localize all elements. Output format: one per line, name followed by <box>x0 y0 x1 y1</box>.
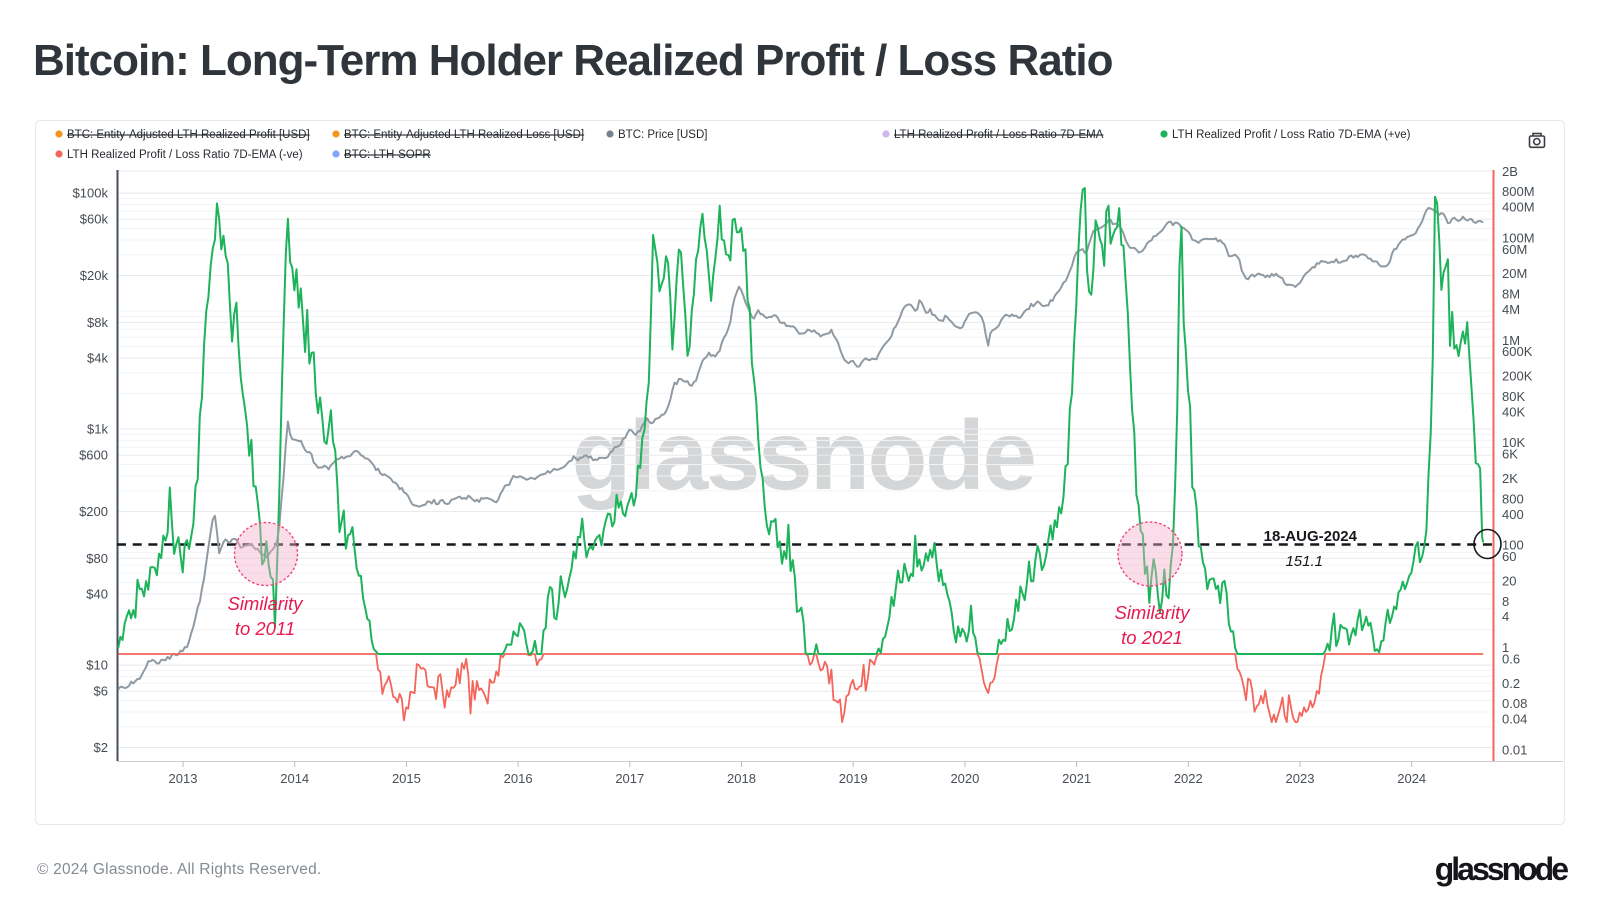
svg-text:$80: $80 <box>86 551 108 566</box>
svg-text:80K: 80K <box>1502 389 1525 404</box>
svg-text:100: 100 <box>1502 538 1524 553</box>
svg-text:2019: 2019 <box>839 771 868 786</box>
svg-text:to 2011: to 2011 <box>235 618 295 639</box>
svg-text:BTC: LTH-SOPR: BTC: LTH-SOPR <box>344 149 431 161</box>
svg-text:2016: 2016 <box>504 771 533 786</box>
svg-text:glassnode: glassnode <box>1435 851 1568 887</box>
svg-text:18-AUG-2024: 18-AUG-2024 <box>1264 528 1358 545</box>
svg-text:LTH Realized Profit / Loss Rat: LTH Realized Profit / Loss Ratio 7D-EMA <box>894 129 1104 141</box>
svg-text:0.2: 0.2 <box>1502 676 1520 691</box>
svg-text:20: 20 <box>1502 573 1516 588</box>
svg-text:2023: 2023 <box>1286 771 1315 786</box>
svg-text:$40: $40 <box>86 587 108 602</box>
svg-text:4: 4 <box>1502 609 1509 624</box>
svg-text:60M: 60M <box>1502 242 1527 257</box>
svg-text:2015: 2015 <box>392 771 421 786</box>
svg-text:151.1: 151.1 <box>1285 553 1323 570</box>
svg-text:1: 1 <box>1502 640 1509 655</box>
svg-text:2K: 2K <box>1502 471 1518 486</box>
svg-text:Bitcoin: Long-Term Holder Real: Bitcoin: Long-Term Holder Realized Profi… <box>33 36 1113 85</box>
svg-text:8: 8 <box>1502 594 1509 609</box>
svg-text:2017: 2017 <box>615 771 644 786</box>
svg-text:400: 400 <box>1502 507 1524 522</box>
svg-text:$60k: $60k <box>80 212 109 227</box>
svg-text:2B: 2B <box>1502 164 1518 179</box>
svg-text:LTH Realized Profit / Loss Rat: LTH Realized Profit / Loss Ratio 7D-EMA … <box>1172 129 1411 141</box>
svg-text:$6: $6 <box>94 684 108 699</box>
svg-text:2024: 2024 <box>1397 771 1426 786</box>
svg-text:800: 800 <box>1502 491 1524 506</box>
svg-text:2014: 2014 <box>280 771 309 786</box>
svg-text:2021: 2021 <box>1062 771 1091 786</box>
svg-text:0.6: 0.6 <box>1502 651 1520 666</box>
svg-text:$1k: $1k <box>87 422 108 437</box>
svg-text:$8k: $8k <box>87 315 108 330</box>
svg-text:LTH Realized Profit / Loss Rat: LTH Realized Profit / Loss Ratio 7D-EMA … <box>67 149 303 161</box>
svg-text:6K: 6K <box>1502 447 1518 462</box>
svg-text:2013: 2013 <box>169 771 198 786</box>
svg-text:$20k: $20k <box>80 268 109 283</box>
svg-text:$200: $200 <box>79 504 108 519</box>
svg-text:$4k: $4k <box>87 351 108 366</box>
svg-text:1M: 1M <box>1502 333 1520 348</box>
svg-text:0.01: 0.01 <box>1502 742 1527 757</box>
svg-text:BTC: Entity-Adjusted LTH Reali: BTC: Entity-Adjusted LTH Realized Profit… <box>67 129 310 141</box>
svg-text:800M: 800M <box>1502 184 1535 199</box>
svg-text:600K: 600K <box>1502 344 1533 359</box>
svg-text:0.08: 0.08 <box>1502 696 1527 711</box>
svg-text:$10: $10 <box>86 658 108 673</box>
svg-text:© 2024 Glassnode. All Rights R: © 2024 Glassnode. All Rights Reserved. <box>37 861 321 878</box>
svg-text:Similarity: Similarity <box>1114 602 1191 623</box>
svg-text:100M: 100M <box>1502 230 1535 245</box>
svg-text:Similarity: Similarity <box>227 593 304 614</box>
svg-text:10K: 10K <box>1502 435 1525 450</box>
svg-text:20M: 20M <box>1502 266 1527 281</box>
svg-text:200K: 200K <box>1502 369 1533 384</box>
svg-text:$100k: $100k <box>73 186 109 201</box>
svg-text:2020: 2020 <box>950 771 979 786</box>
svg-text:$2: $2 <box>94 740 108 755</box>
svg-text:$600: $600 <box>79 448 108 463</box>
svg-text:4M: 4M <box>1502 302 1520 317</box>
svg-text:0.04: 0.04 <box>1502 712 1527 727</box>
svg-text:2018: 2018 <box>727 771 756 786</box>
svg-text:BTC: Price [USD]: BTC: Price [USD] <box>618 129 707 141</box>
svg-text:2022: 2022 <box>1174 771 1203 786</box>
svg-text:60: 60 <box>1502 549 1516 564</box>
svg-text:40K: 40K <box>1502 404 1525 419</box>
svg-text:BTC: Entity-Adjusted LTH Reali: BTC: Entity-Adjusted LTH Realized Loss [… <box>344 129 584 141</box>
svg-text:400M: 400M <box>1502 200 1535 215</box>
svg-text:to 2021: to 2021 <box>1121 627 1183 648</box>
svg-text:8M: 8M <box>1502 287 1520 302</box>
